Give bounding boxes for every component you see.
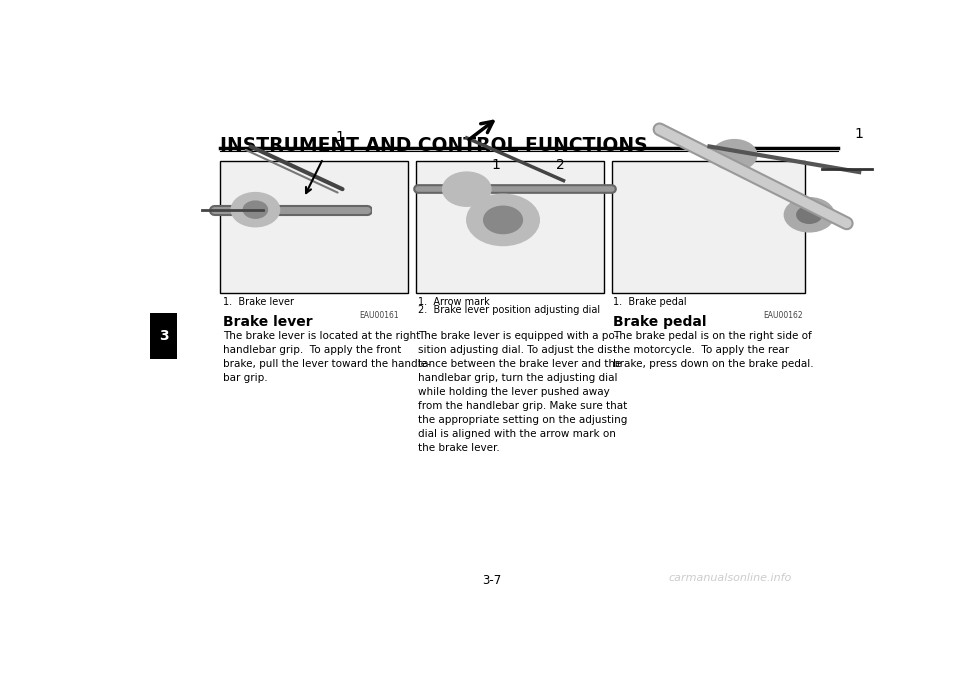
Bar (612, 161, 805, 293)
Circle shape (797, 206, 822, 223)
Bar (150, 313, 178, 359)
Circle shape (467, 195, 540, 245)
Text: The brake pedal is on the right side of
the motorcycle.  To apply the rear
brake: The brake pedal is on the right side of … (613, 331, 814, 369)
Text: Brake lever: Brake lever (223, 315, 312, 329)
Text: 1.  Arrow mark: 1. Arrow mark (418, 297, 490, 307)
Text: 1.  Brake lever: 1. Brake lever (223, 297, 294, 307)
Circle shape (784, 198, 834, 232)
Text: INSTRUMENT AND CONTROL FUNCTIONS: INSTRUMENT AND CONTROL FUNCTIONS (221, 136, 648, 155)
Text: 3-7: 3-7 (482, 574, 502, 586)
Circle shape (443, 172, 491, 206)
Text: 1: 1 (854, 127, 863, 141)
Circle shape (484, 206, 522, 234)
Text: EAU00162: EAU00162 (763, 311, 803, 320)
Circle shape (712, 140, 756, 170)
Text: Brake pedal: Brake pedal (613, 315, 707, 329)
Text: 3: 3 (158, 329, 168, 343)
Text: The brake lever is equipped with a po-
sition adjusting dial. To adjust the dis-: The brake lever is equipped with a po- s… (418, 331, 627, 453)
Text: carmanualsonline.info: carmanualsonline.info (668, 572, 792, 582)
Bar (221, 161, 408, 293)
Text: 1: 1 (491, 158, 500, 172)
Text: EAU00161: EAU00161 (359, 311, 399, 320)
Text: The brake lever is located at the right
handlebar grip.  To apply the front
brak: The brake lever is located at the right … (223, 331, 430, 383)
Text: 1: 1 (335, 130, 344, 144)
Bar (416, 161, 604, 293)
Circle shape (231, 193, 279, 226)
Text: 2: 2 (556, 158, 565, 172)
Text: 2.  Brake lever position adjusting dial: 2. Brake lever position adjusting dial (418, 305, 600, 315)
Text: 1.  Brake pedal: 1. Brake pedal (613, 297, 687, 307)
Circle shape (243, 201, 268, 218)
